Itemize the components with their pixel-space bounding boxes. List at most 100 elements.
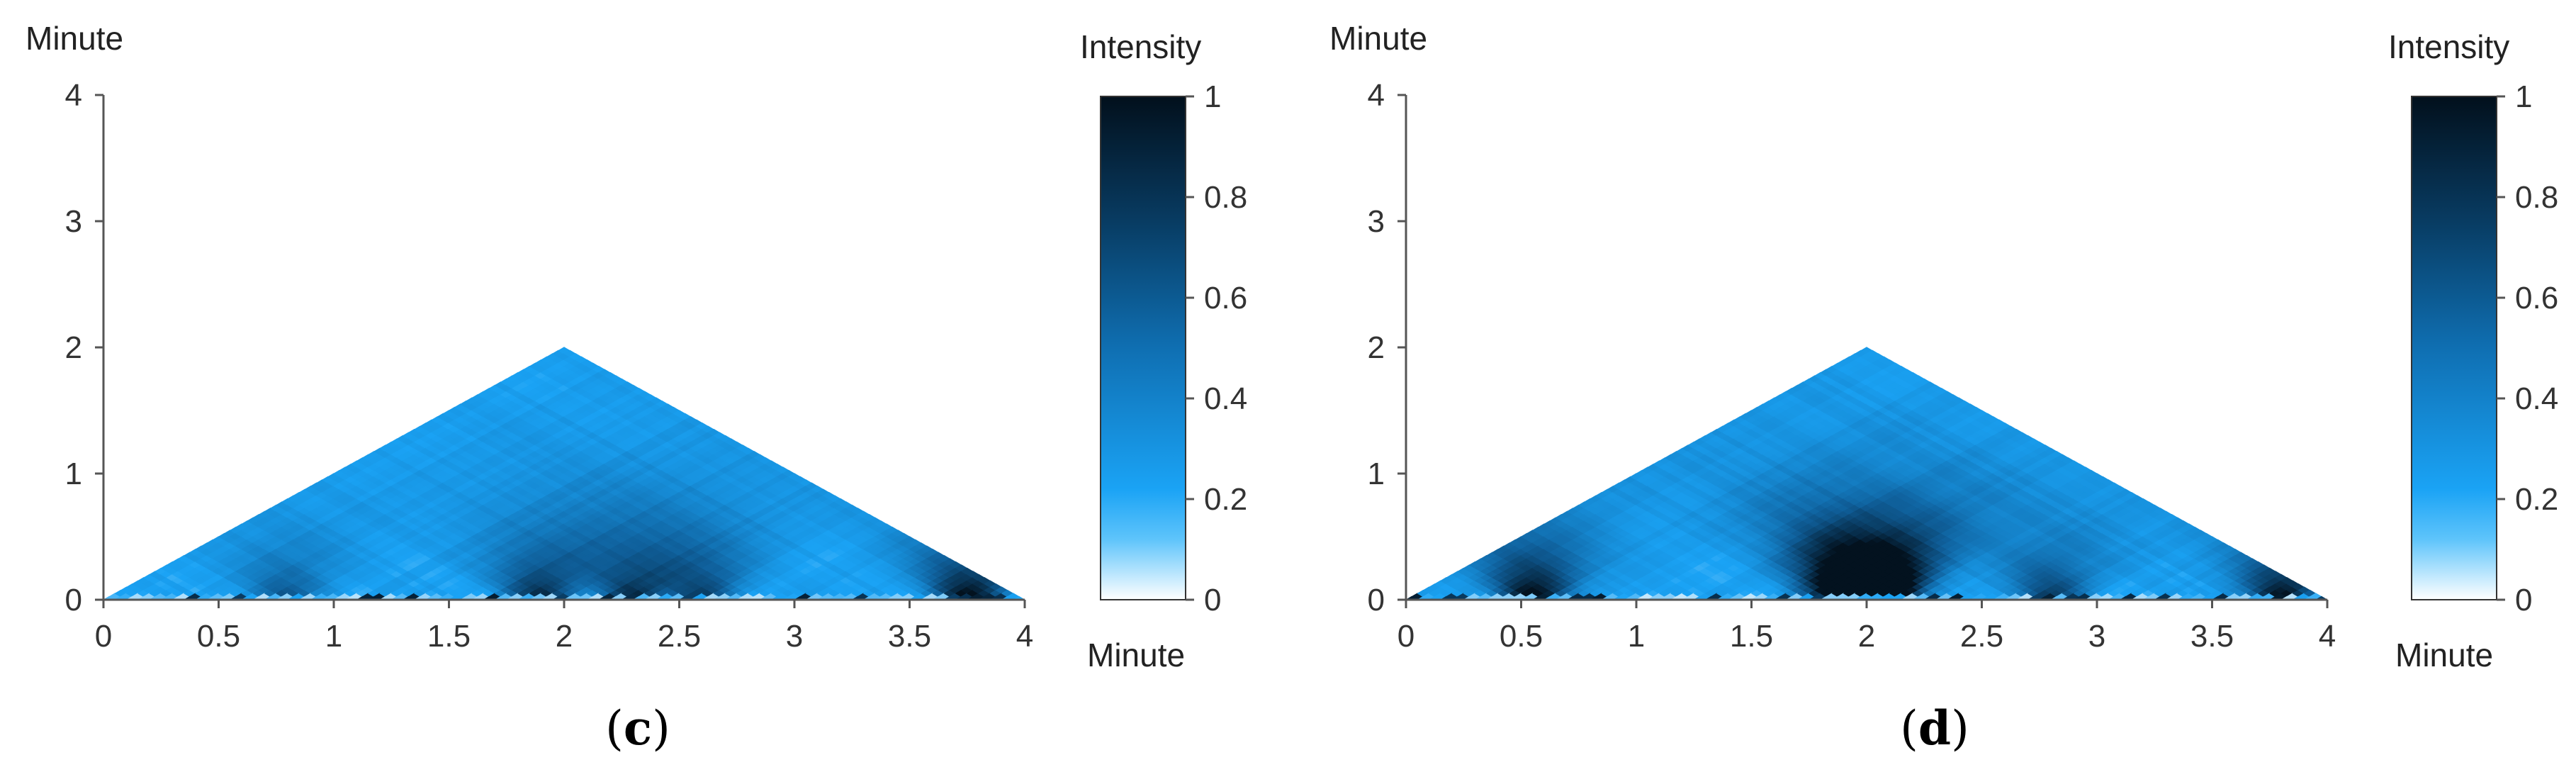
heatmap-cell [459, 564, 473, 572]
heatmap-cell [529, 400, 542, 408]
heatmap-cell [656, 413, 669, 421]
heatmap-cell [684, 536, 697, 544]
heatmap-cell [661, 403, 675, 411]
heatmap-cell [402, 571, 415, 578]
heatmap-cell [471, 583, 485, 591]
heatmap-cell [569, 549, 583, 556]
heatmap-cell [586, 495, 600, 503]
heatmap-cell [684, 491, 697, 500]
heatmap-cell [373, 523, 386, 531]
heatmap-cell [621, 539, 634, 547]
heatmap-cell [425, 419, 439, 427]
heatmap-cell [690, 508, 703, 515]
heatmap-cell [563, 583, 577, 591]
heatmap-cell [390, 520, 404, 528]
heatmap-cell [356, 488, 369, 496]
heatmap-cell [512, 378, 524, 386]
heatmap-cell [656, 545, 669, 554]
heatmap-cell [667, 532, 680, 541]
heatmap-cell [373, 510, 386, 519]
heatmap-cell [407, 574, 421, 582]
heatmap-cell [471, 577, 485, 585]
heatmap-cell [413, 488, 427, 496]
heatmap-cell [621, 501, 634, 509]
heatmap-cell [442, 574, 456, 582]
heatmap-cell [621, 508, 634, 515]
heatmap-cell [540, 514, 553, 522]
heatmap-cell [597, 495, 611, 503]
heatmap-cell [575, 508, 588, 515]
x-tick-label: 3 [786, 619, 803, 654]
heatmap-cell [621, 432, 634, 440]
heatmap-cell [540, 457, 553, 465]
heatmap-cell [385, 473, 398, 481]
heatmap-cell [632, 539, 646, 547]
heatmap-cell [396, 486, 410, 493]
heatmap-cell [534, 530, 548, 537]
heatmap-cell [534, 416, 548, 424]
heatmap-cell [529, 438, 542, 446]
heatmap-cell [523, 454, 536, 461]
heatmap-cell [575, 438, 588, 446]
heatmap-cell [558, 510, 570, 519]
heatmap-cell [512, 561, 524, 569]
heatmap-cell [558, 365, 570, 374]
heatmap-cell [586, 501, 600, 509]
heatmap-cell [413, 583, 427, 591]
heatmap-cell [604, 454, 617, 461]
heatmap-cell [546, 410, 559, 418]
heatmap-cell [540, 508, 553, 515]
heatmap-cell [483, 501, 496, 509]
heatmap-cell [626, 454, 640, 461]
heatmap-cell [459, 577, 473, 585]
heatmap-cell [425, 457, 439, 465]
heatmap-cell [396, 466, 410, 474]
heatmap-cell [529, 406, 542, 415]
heatmap-cell [483, 589, 496, 598]
heatmap-cell [586, 539, 600, 547]
heatmap-cell [580, 580, 594, 588]
heatmap-cell [500, 428, 513, 437]
heatmap-cell [431, 542, 444, 550]
heatmap-cell [373, 530, 386, 537]
heatmap-cell [546, 378, 559, 386]
heatmap-cell [471, 539, 485, 547]
heatmap-cell [512, 517, 524, 525]
heatmap-cell [678, 451, 692, 459]
heatmap-cell [656, 501, 669, 509]
heatmap-cell [431, 491, 444, 500]
heatmap-cell [373, 498, 386, 506]
heatmap-cell [575, 589, 588, 598]
heatmap-cell [477, 542, 490, 550]
heatmap-cell [517, 438, 531, 446]
heatmap-cell [551, 552, 565, 559]
heatmap-cell [575, 545, 588, 554]
heatmap-cell [575, 425, 588, 433]
heatmap-cell [459, 482, 473, 491]
heatmap-cell [586, 393, 600, 402]
heatmap-cell [459, 514, 473, 522]
heatmap-cell [512, 447, 524, 456]
heatmap-cell [512, 530, 524, 537]
heatmap-cell [632, 501, 646, 509]
heatmap-cell [442, 561, 456, 569]
heatmap-cell [459, 488, 473, 496]
heatmap-cell [390, 558, 404, 566]
heatmap-cell [586, 375, 600, 383]
heatmap-cell [390, 589, 404, 598]
heatmap-cell [673, 586, 686, 594]
heatmap-cell [523, 504, 536, 513]
heatmap-cell [707, 574, 721, 582]
heatmap-cell [385, 460, 398, 468]
heatmap-cell [523, 473, 536, 481]
heatmap-cell [626, 593, 640, 600]
heatmap-cell [523, 593, 536, 600]
colorbar-title-c: Intensity [1080, 28, 1201, 65]
heatmap-cell [505, 375, 519, 383]
heatmap-cell [592, 391, 605, 398]
heatmap-cell [483, 463, 496, 471]
heatmap-cell [540, 589, 553, 598]
heatmap-cell [569, 486, 583, 493]
heatmap-cell [356, 469, 369, 478]
heatmap-cell [361, 536, 375, 544]
